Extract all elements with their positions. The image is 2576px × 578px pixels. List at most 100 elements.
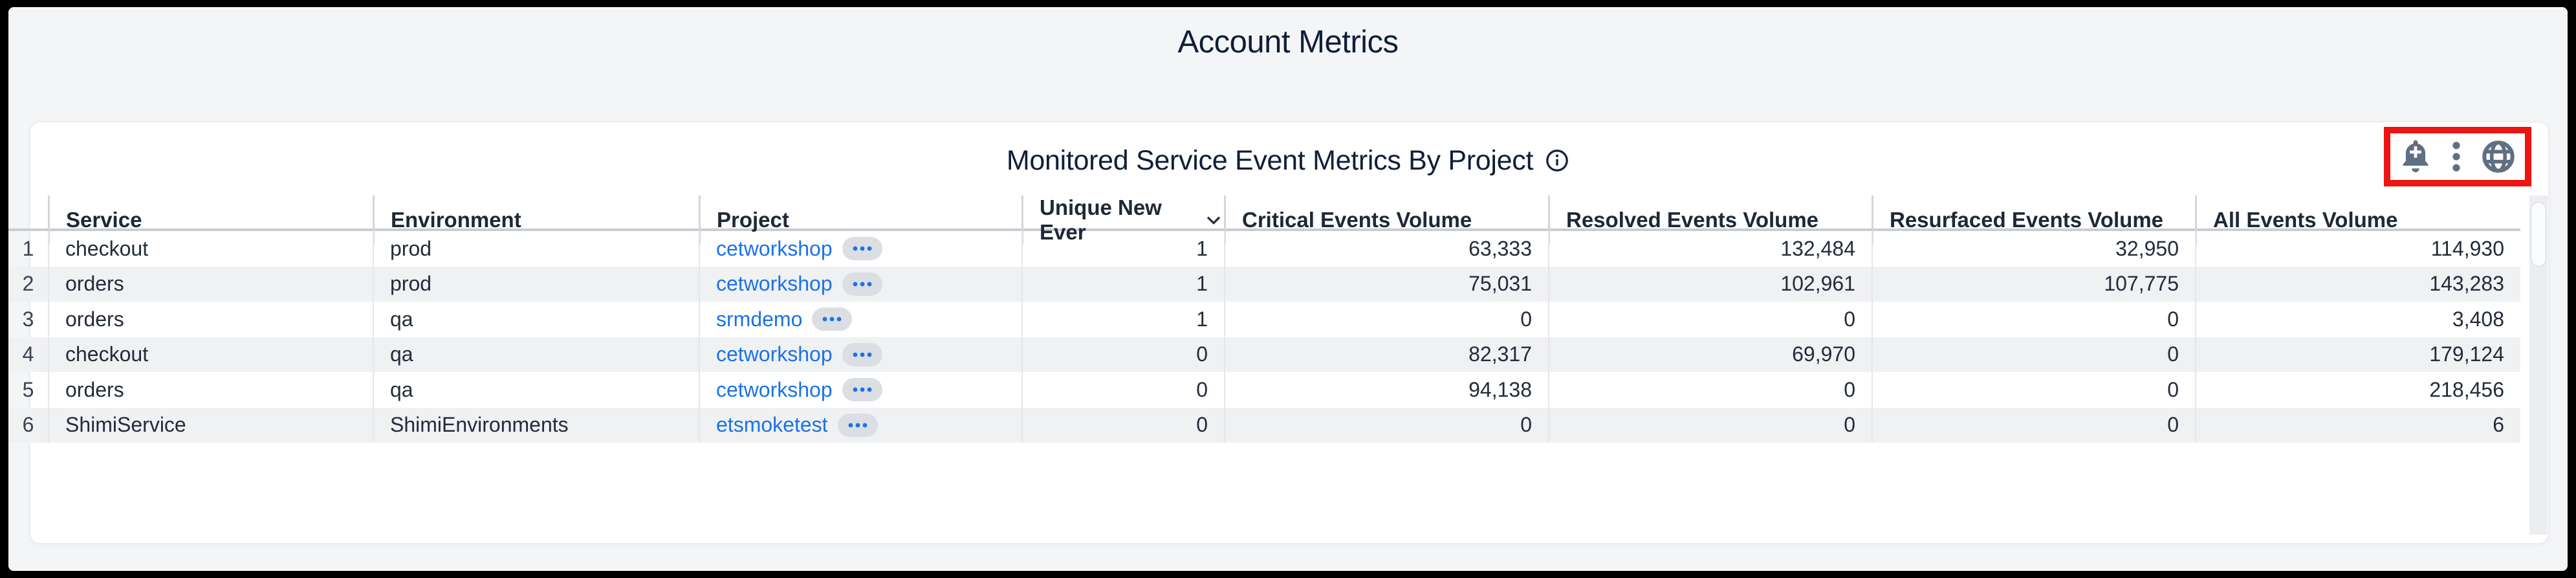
cell-critical-events: 75,031	[1224, 266, 1548, 302]
project-more-badge[interactable]	[842, 342, 882, 366]
row-number: 3	[22, 307, 34, 331]
header-unique-new-ever[interactable]: Unique New Ever	[1021, 195, 1224, 245]
table-row: 3 orders qa srmdemo 1 0 0 0 3,408	[8, 302, 2520, 337]
header-resurfaced-events[interactable]: Resurfaced Events Volume	[1872, 195, 2195, 245]
cell-project: srmdemo	[699, 302, 1021, 337]
sort-chevron-down-icon	[1207, 216, 1220, 225]
cell-service: orders	[48, 266, 373, 302]
table-row: 1 checkout prod cetworkshop 1 63,333 132…	[8, 231, 2520, 267]
cell-unique-new-ever: 0	[1021, 407, 1224, 443]
row-number: 1	[22, 236, 34, 260]
metrics-table: Service Environment Project Unique New E…	[8, 195, 2520, 443]
cell-environment: qa	[373, 302, 699, 337]
cell-unique-new-ever: 1	[1021, 302, 1224, 337]
project-more-badge[interactable]	[842, 237, 882, 261]
cell-critical-events: 0	[1224, 407, 1548, 443]
header-critical-events[interactable]: Critical Events Volume	[1224, 195, 1548, 245]
table-row: 4 checkout qa cetworkshop 0 82,317 69,97…	[8, 337, 2520, 372]
cell-resurfaced-events: 0	[1872, 372, 2195, 408]
ellipsis-icon	[853, 282, 872, 287]
header-project[interactable]: Project	[699, 195, 1021, 245]
vertical-scrollbar-track[interactable]	[2529, 195, 2548, 535]
project-more-badge[interactable]	[837, 413, 878, 437]
cell-project: cetworkshop	[699, 266, 1021, 302]
cell-resurfaced-events: 0	[1872, 337, 2195, 372]
cell-unique-new-ever: 1	[1021, 266, 1224, 302]
cell-critical-events: 94,138	[1224, 372, 1548, 408]
cell-environment: qa	[373, 372, 699, 408]
dashboard-page: Account Metrics Monitored Service Event …	[8, 7, 2568, 571]
cell-resolved-events: 0	[1548, 407, 1872, 443]
add-alert-bell-icon[interactable]	[2399, 139, 2432, 175]
row-number: 2	[22, 272, 34, 296]
annotation-highlight-rectangle	[2384, 127, 2531, 186]
kebab-menu-icon[interactable]	[2449, 139, 2463, 175]
cell-all-events: 218,456	[2195, 372, 2520, 408]
row-number: 5	[22, 377, 34, 401]
table-body: 1 checkout prod cetworkshop 1 63,333 132…	[8, 231, 2520, 443]
header-resolved-events[interactable]: Resolved Events Volume	[1548, 195, 1872, 245]
cell-critical-events: 0	[1224, 302, 1548, 337]
project-link[interactable]: cetworkshop	[716, 272, 833, 296]
cell-resolved-events: 102,961	[1548, 266, 1872, 302]
cell-unique-new-ever: 0	[1021, 337, 1224, 372]
table-row: 5 orders qa cetworkshop 0 94,138 0 0 218…	[8, 372, 2520, 408]
table-row: 6 ShimiService ShimiEnvironments etsmoke…	[8, 407, 2520, 443]
info-icon[interactable]	[1545, 148, 1569, 173]
cell-service: checkout	[48, 231, 373, 267]
ellipsis-icon	[853, 387, 872, 392]
cell-service: orders	[48, 302, 373, 337]
cell-service: orders	[48, 372, 373, 408]
cell-critical-events: 82,317	[1224, 337, 1548, 372]
cell-resolved-events: 0	[1548, 372, 1872, 408]
project-link[interactable]: etsmoketest	[716, 413, 828, 437]
globe-icon[interactable]	[2480, 139, 2516, 175]
vertical-scrollbar-thumb[interactable]	[2531, 202, 2546, 267]
project-link[interactable]: cetworkshop	[716, 236, 833, 260]
cell-resolved-events: 0	[1548, 302, 1872, 337]
project-more-badge[interactable]	[842, 378, 882, 402]
cell-critical-events: 63,333	[1224, 231, 1548, 267]
ellipsis-icon	[822, 317, 842, 322]
panel-title: Monitored Service Event Metrics By Proje…	[1006, 144, 1534, 176]
cell-service: checkout	[48, 337, 373, 372]
cell-service: ShimiService	[48, 407, 373, 443]
row-number: 4	[22, 342, 34, 366]
cell-project: cetworkshop	[699, 231, 1021, 267]
header-service[interactable]: Service	[48, 195, 373, 245]
table-row: 2 orders prod cetworkshop 1 75,031 102,9…	[8, 266, 2520, 302]
cell-unique-new-ever: 0	[1021, 372, 1224, 408]
table-header-row: Service Environment Project Unique New E…	[8, 195, 2520, 245]
row-number: 6	[22, 413, 34, 437]
cell-all-events: 143,283	[2195, 266, 2520, 302]
ellipsis-icon	[848, 423, 867, 428]
cell-project: etsmoketest	[699, 407, 1021, 443]
cell-resolved-events: 132,484	[1548, 231, 1872, 267]
metrics-panel	[30, 122, 2549, 544]
cell-resurfaced-events: 107,775	[1872, 266, 2195, 302]
page-title: Account Metrics	[1177, 25, 1399, 60]
project-more-badge[interactable]	[812, 307, 853, 331]
cell-all-events: 3,408	[2195, 302, 2520, 337]
cell-resurfaced-events: 0	[1872, 302, 2195, 337]
project-link[interactable]: cetworkshop	[716, 377, 833, 401]
cell-all-events: 114,930	[2195, 231, 2520, 267]
cell-environment: ShimiEnvironments	[373, 407, 699, 443]
cell-all-events: 6	[2195, 407, 2520, 443]
project-link[interactable]: srmdemo	[716, 307, 803, 331]
panel-header: Monitored Service Event Metrics By Proje…	[8, 141, 2568, 180]
cell-resurfaced-events: 0	[1872, 407, 2195, 443]
project-link[interactable]: cetworkshop	[716, 342, 833, 366]
cell-resolved-events: 69,970	[1548, 337, 1872, 372]
cell-environment: prod	[373, 266, 699, 302]
header-environment[interactable]: Environment	[373, 195, 699, 245]
header-all-events[interactable]: All Events Volume	[2195, 195, 2520, 245]
cell-resurfaced-events: 32,950	[1872, 231, 2195, 267]
cell-environment: qa	[373, 337, 699, 372]
project-more-badge[interactable]	[842, 272, 882, 296]
ellipsis-icon	[853, 246, 872, 251]
cell-environment: prod	[373, 231, 699, 267]
cell-project: cetworkshop	[699, 337, 1021, 372]
cell-unique-new-ever: 1	[1021, 231, 1224, 267]
cell-all-events: 179,124	[2195, 337, 2520, 372]
